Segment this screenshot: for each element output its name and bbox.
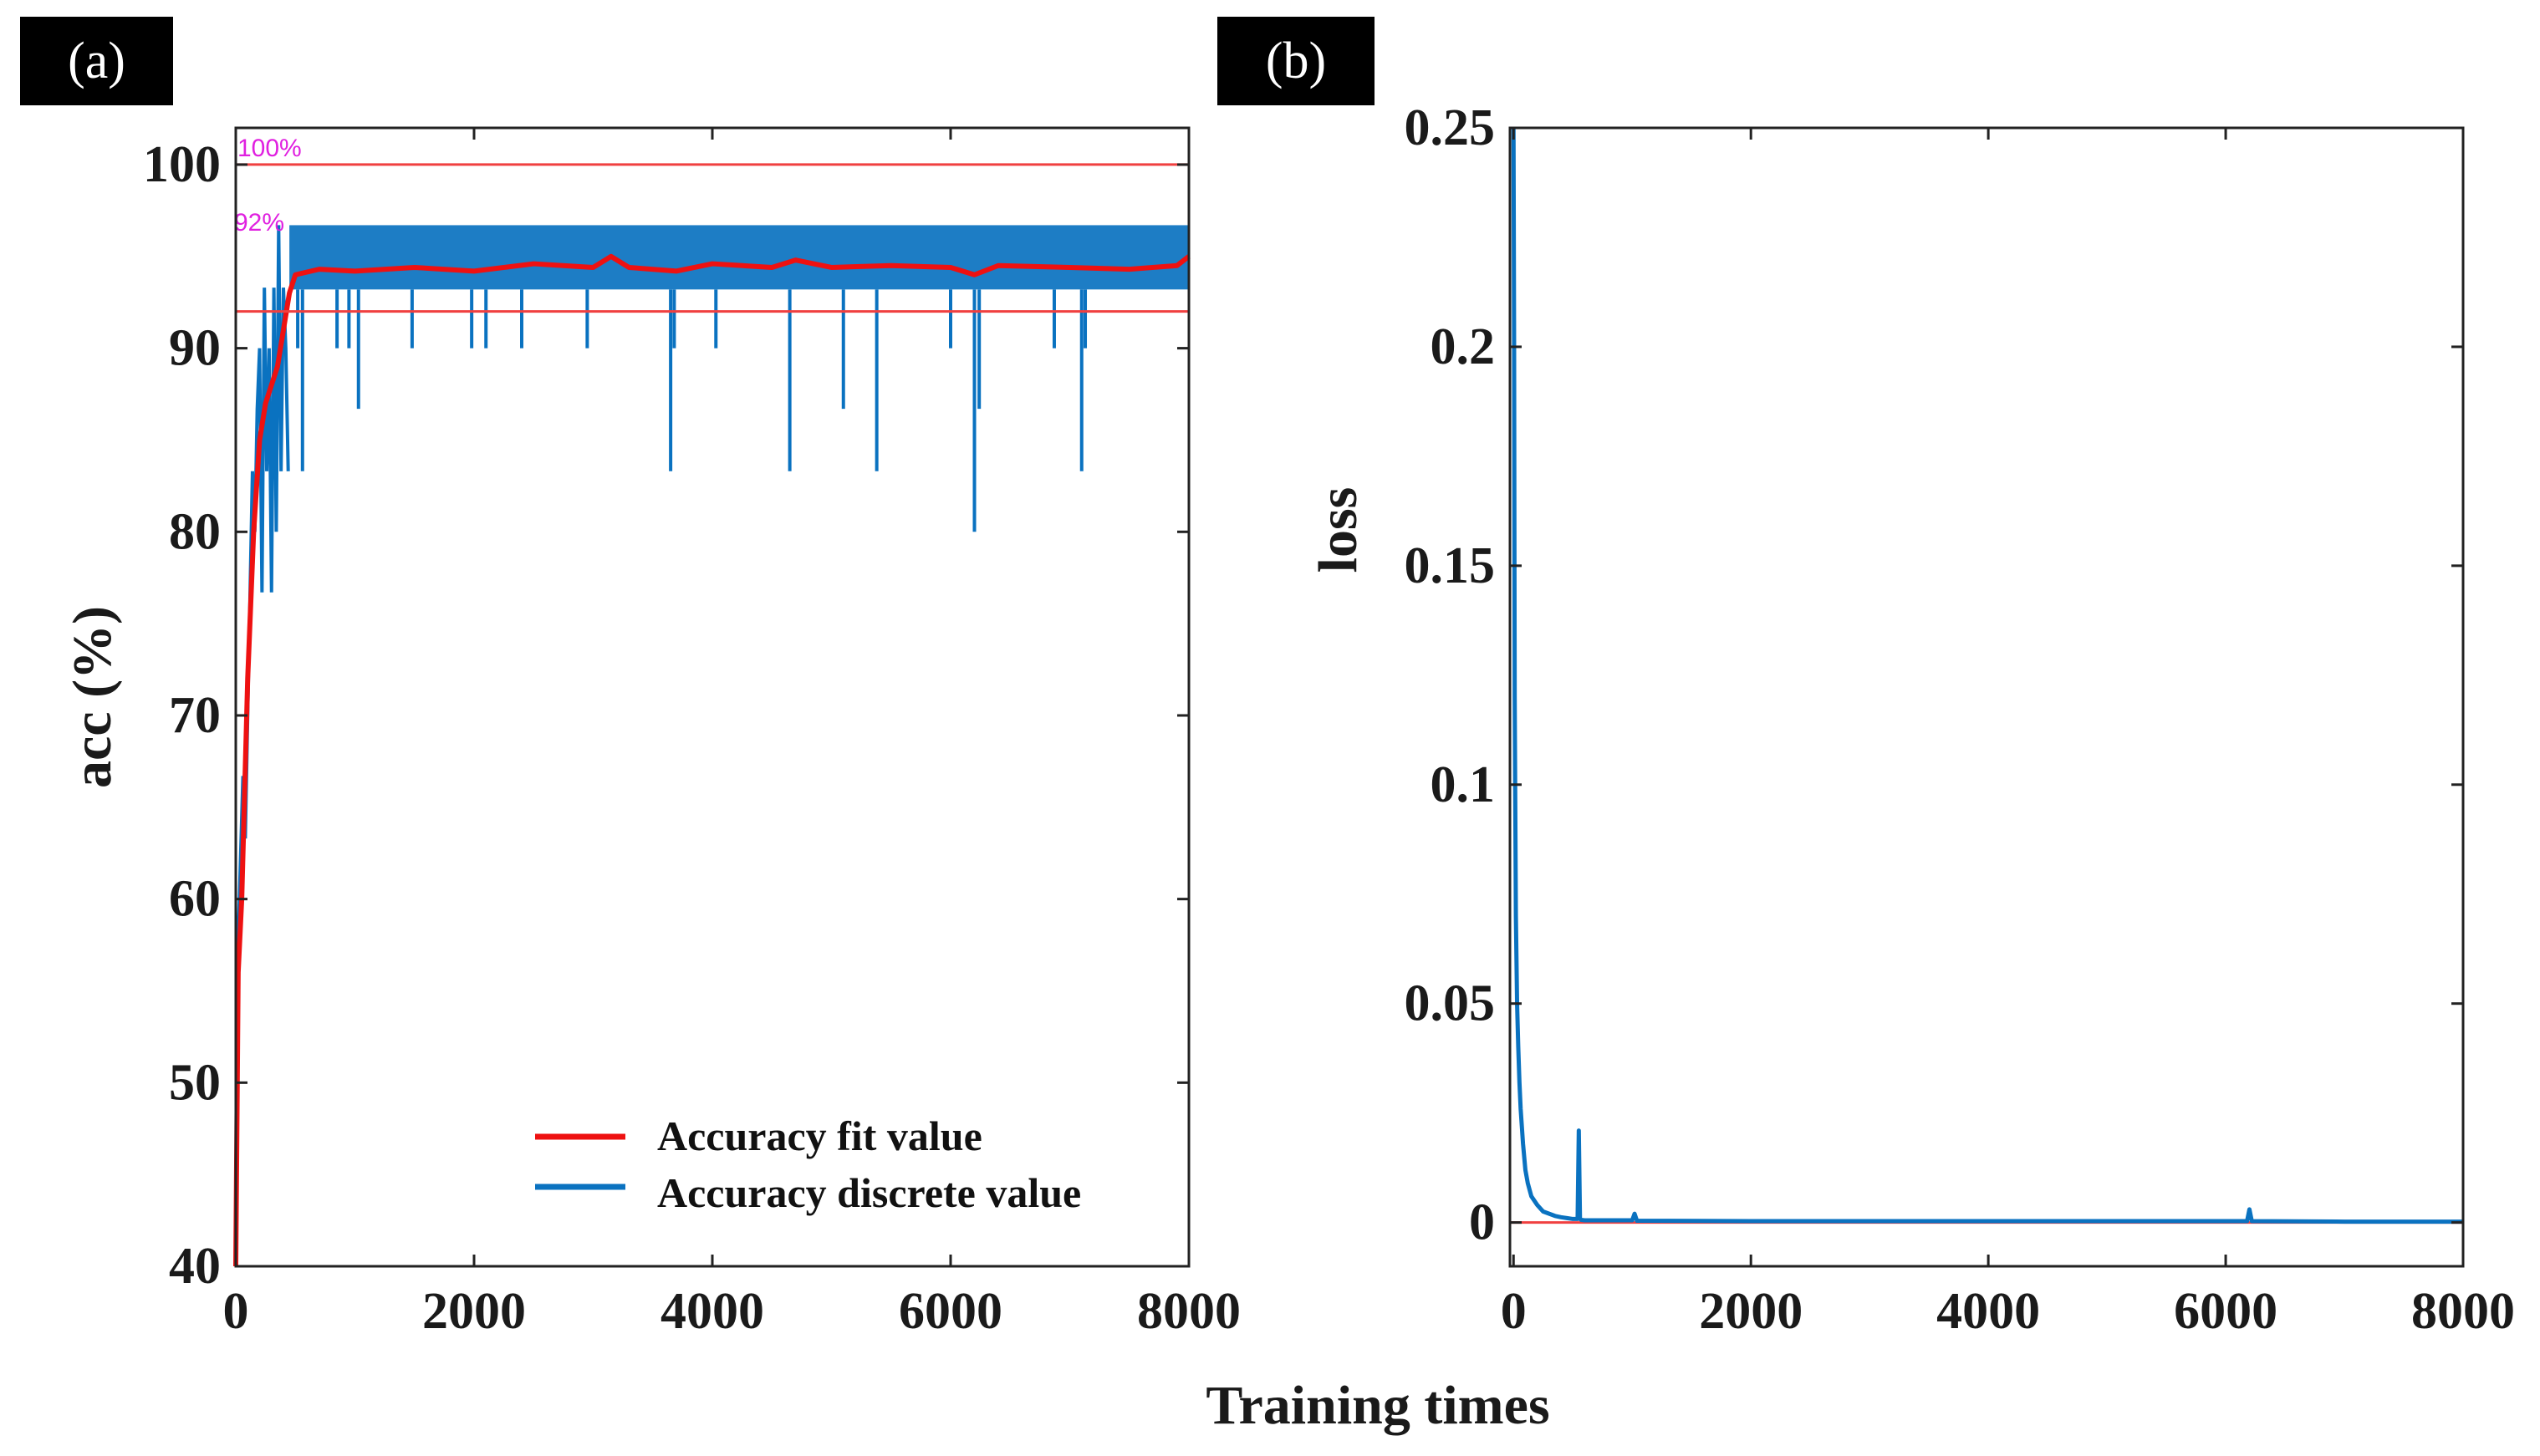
accuracy-axes-frame (234, 126, 1191, 1268)
y-tick-label: 0.25 (1405, 99, 1496, 156)
y-tick-label: 0.1 (1431, 756, 1496, 813)
accuracy-legend: Accuracy fit value Accuracy discrete val… (535, 1112, 1081, 1216)
y-tick-label: 80 (169, 503, 221, 560)
accuracy-chart: 100% 92% 40 50 60 70 80 90 100 0 2000 4000 6000 8000… (62, 126, 1241, 1340)
loss-chart: 0 0.05 0.1 0.15 0.2 0.25 0 2000 4000 6000 8000 los… (1308, 99, 2515, 1340)
discrete-series-band (289, 225, 1189, 290)
y-tick-label: 50 (169, 1054, 221, 1111)
reference-label-100: 100% (237, 135, 302, 162)
y-tick-label: 100 (143, 136, 221, 193)
loss-axes-frame (1508, 126, 2465, 1268)
loss-series-line (1511, 127, 2463, 1224)
y-tick-label: 60 (169, 871, 221, 928)
accuracy-reference-layer: 100% 92% (234, 135, 1189, 313)
accuracy-ticks: 40 50 60 70 80 90 100 0 2000 4000 6000 8000 (143, 128, 1241, 1340)
accuracy-series-layer (233, 225, 1191, 1267)
loss-ticks: 0 0.05 0.1 0.15 0.2 0.25 0 2000 4000 6000 8000 (1405, 99, 2516, 1340)
fit-series-line (233, 253, 1191, 1267)
loss-series-layer (1510, 127, 2463, 1224)
y-tick-label: 40 (169, 1238, 221, 1295)
y-tick-label: 0.05 (1405, 975, 1496, 1032)
reference-label-92: 92% (234, 209, 284, 237)
panel-a-tag: (a) (20, 17, 173, 105)
shared-x-axis-label: Training times (1206, 1375, 1549, 1436)
x-tick-label: 4000 (661, 1283, 764, 1340)
x-tick-label: 6000 (2174, 1283, 2277, 1340)
legend-label-discrete: Accuracy discrete value (657, 1169, 1081, 1216)
y-tick-label: 90 (169, 320, 221, 377)
x-tick-label: 0 (1501, 1283, 1527, 1340)
x-tick-label: 8000 (2411, 1283, 2515, 1340)
y-tick-label: 0.2 (1431, 318, 1496, 375)
legend-label-fit: Accuracy fit value (657, 1112, 982, 1159)
x-tick-label: 8000 (1137, 1283, 1241, 1340)
x-tick-label: 6000 (899, 1283, 1002, 1340)
y-tick-label: 70 (169, 687, 221, 744)
x-tick-label: 2000 (1699, 1283, 1803, 1340)
accuracy-y-axis-label: acc (%) (62, 606, 123, 788)
x-tick-label: 2000 (422, 1283, 526, 1340)
x-tick-label: 4000 (1936, 1283, 2040, 1340)
y-tick-label: 0.15 (1405, 537, 1496, 594)
loss-y-axis-label: loss (1308, 487, 1369, 573)
panel-b-tag: (b) (1217, 17, 1375, 105)
x-tick-label: 0 (223, 1283, 249, 1340)
y-tick-label: 0 (1469, 1194, 1495, 1251)
